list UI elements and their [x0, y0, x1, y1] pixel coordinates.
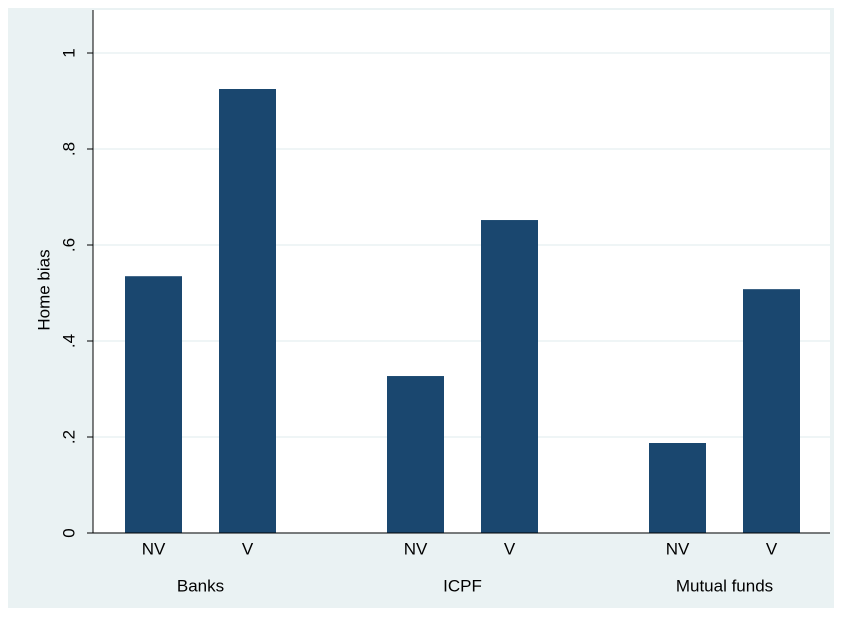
group-label: Mutual funds [676, 576, 773, 595]
x-tick-label: V [242, 539, 254, 558]
x-tick-label: NV [404, 539, 428, 558]
group-label: ICPF [443, 576, 482, 595]
y-tick-label: .2 [59, 430, 78, 444]
bar [743, 289, 800, 533]
y-tick-label: 1 [59, 48, 78, 57]
x-tick-label: NV [142, 539, 166, 558]
bar [125, 276, 182, 533]
bar [387, 376, 444, 533]
group-label: Banks [177, 576, 224, 595]
y-tick-label: 0 [59, 528, 78, 537]
bar [481, 220, 538, 534]
plot-area [93, 10, 830, 533]
x-tick-label: V [504, 539, 516, 558]
bar [219, 89, 276, 533]
y-tick-label: .8 [59, 142, 78, 156]
y-tick-label: .4 [59, 334, 78, 348]
y-tick-label: .6 [59, 238, 78, 252]
x-tick-label: V [766, 539, 778, 558]
x-tick-label: NV [666, 539, 690, 558]
bar [649, 443, 706, 533]
y-axis-title: Home bias [34, 249, 53, 330]
